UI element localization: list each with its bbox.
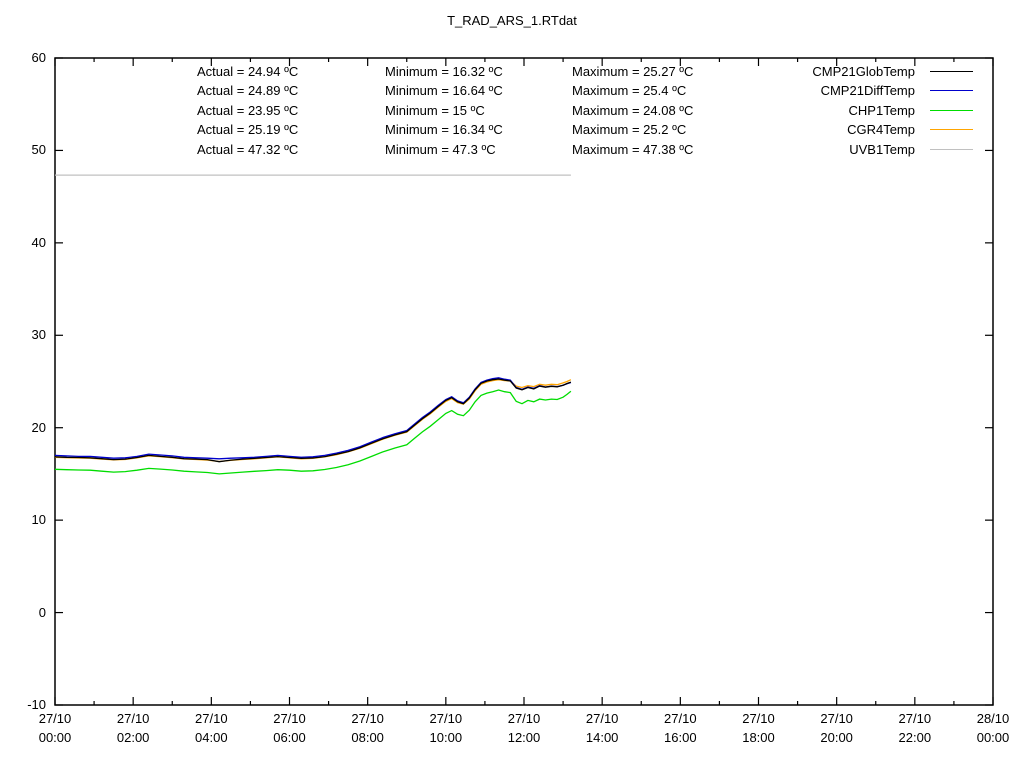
x-tick-label: 27/10 14:00: [562, 709, 642, 747]
stats-minimum: Minimum = 15 ºC: [385, 102, 485, 118]
stats-maximum: Maximum = 25.4 ºC: [572, 83, 687, 99]
x-tick-date: 27/10: [38, 711, 72, 726]
x-tick-label: 27/10 20:00: [797, 709, 877, 747]
stats-minimum: Minimum = 47.3 ºC: [385, 141, 496, 157]
series-CMP21GlobTemp: [54, 378, 572, 463]
x-tick-label: 27/10 00:00: [15, 709, 95, 747]
stats-maximum: Maximum = 25.2 ºC: [572, 122, 687, 138]
legend-label: CMP21GlobTemp: [812, 64, 915, 79]
legend: CMP21GlobTemp CMP21DiffTemp CHP1Temp CGR4Te…: [700, 62, 990, 162]
x-tick-label: 27/10 22:00: [875, 709, 955, 747]
y-tick-label: 60: [31, 50, 46, 65]
stats-row-CMP21DiffTemp: Actual = 24.89 ºC Minimum = 16.64 ºC Maxim…: [197, 81, 757, 100]
y-tick-label: 40: [31, 234, 46, 250]
x-tick-label: 27/10 12:00: [484, 709, 564, 747]
x-tick-time: 16:00: [664, 730, 697, 745]
stats-maximum: Maximum = 25.27 ºC: [572, 64, 694, 79]
stats-block: Actual = 24.94 ºC Minimum = 16.32 ºC Maxim…: [197, 62, 757, 162]
y-tick-label: 30: [31, 327, 46, 343]
x-tick-time: 02:00: [116, 730, 150, 745]
series-CMP21DiffTemp: [54, 377, 572, 460]
stats-row-CGR4Temp: Actual = 25.19 ºC Minimum = 16.34 ºC Maxim…: [197, 120, 757, 139]
legend-item-CGR4Temp: CGR4Temp: [700, 120, 990, 139]
x-tick-time: 22:00: [898, 730, 932, 745]
x-tick-time: 08:00: [351, 730, 384, 745]
stats-minimum: Minimum = 16.34 ºC: [385, 122, 503, 138]
series-CHP1Temp: [54, 389, 572, 475]
stats-row-CMP21GlobTemp: Actual = 24.94 ºC Minimum = 16.32 ºC Maxim…: [197, 62, 757, 81]
x-tick-time: 10:00: [429, 730, 463, 745]
stats-actual: Actual = 24.94 ºC: [197, 64, 299, 79]
x-tick-time: 20:00: [820, 730, 853, 745]
x-tick-label: 27/10 08:00: [328, 709, 408, 747]
legend-line-sample: [930, 90, 973, 92]
legend-line-sample: [930, 129, 973, 131]
y-tick-label: 0: [38, 604, 46, 620]
x-tick-date: 27/10: [742, 711, 775, 726]
x-tick-date: 27/10: [195, 711, 228, 726]
y-tick-label: 50: [31, 142, 46, 158]
y-tick-label: 10: [31, 512, 46, 528]
x-tick-label: 27/10 02:00: [93, 709, 173, 747]
x-tick-time: 00:00: [976, 730, 1010, 745]
stats-actual: Actual = 25.19 ºC: [197, 122, 299, 138]
legend-label: CMP21DiffTemp: [820, 83, 915, 99]
x-tick-time: 06:00: [273, 730, 306, 745]
chart-title: T_RAD_ARS_1.RTdat: [447, 13, 577, 28]
x-tick-date: 28/10: [976, 711, 1010, 726]
legend-line-sample: [930, 71, 973, 72]
legend-item-CHP1Temp: CHP1Temp: [700, 101, 990, 120]
legend-label: CGR4Temp: [847, 122, 915, 138]
x-tick-label: 27/10 06:00: [250, 709, 330, 747]
stats-actual: Actual = 24.89 ºC: [197, 83, 299, 99]
x-tick-time: 04:00: [195, 730, 228, 745]
stats-maximum: Maximum = 24.08 ºC: [572, 102, 694, 118]
x-tick-time: 12:00: [507, 730, 541, 745]
x-tick-label: 28/10 00:00: [953, 709, 1024, 747]
x-tick-time: 14:00: [585, 730, 619, 745]
legend-line-sample: [930, 109, 973, 111]
x-tick-date: 27/10: [898, 711, 932, 726]
x-tick-time: 18:00: [742, 730, 775, 745]
legend-label: CHP1Temp: [848, 102, 915, 118]
y-tick-label: 20: [31, 419, 46, 435]
legend-line-sample: [930, 148, 973, 150]
stats-minimum: Minimum = 16.32 ºC: [385, 64, 503, 79]
legend-label: UVB1Temp: [849, 141, 915, 157]
x-tick-date: 27/10: [664, 711, 697, 726]
x-tick-date: 27/10: [585, 711, 619, 726]
stats-actual: Actual = 23.95 ºC: [197, 102, 299, 118]
x-tick-label: 27/10 04:00: [171, 709, 251, 747]
x-tick-date: 27/10: [820, 711, 853, 726]
x-tick-time: 00:00: [38, 730, 72, 745]
legend-item-CMP21GlobTemp: CMP21GlobTemp: [700, 62, 990, 81]
legend-item-UVB1Temp: UVB1Temp: [700, 140, 990, 159]
stats-actual: Actual = 47.32 ºC: [197, 141, 299, 157]
x-tick-date: 27/10: [429, 711, 463, 726]
legend-item-CMP21DiffTemp: CMP21DiffTemp: [700, 81, 990, 100]
stats-maximum: Maximum = 47.38 ºC: [572, 141, 694, 157]
x-tick-label: 27/10 16:00: [640, 709, 720, 747]
x-tick-label: 27/10 18:00: [719, 709, 799, 747]
x-tick-date: 27/10: [351, 711, 384, 726]
stats-row-CHP1Temp: Actual = 23.95 ºC Minimum = 15 ºC Maximum …: [197, 101, 757, 120]
x-tick-date: 27/10: [273, 711, 306, 726]
x-tick-date: 27/10: [507, 711, 541, 726]
stats-row-UVB1Temp: Actual = 47.32 ºC Minimum = 47.3 ºC Maximu…: [197, 140, 757, 159]
x-tick-date: 27/10: [116, 711, 150, 726]
x-tick-label: 27/10 10:00: [406, 709, 486, 747]
y-tick-label: -10: [27, 697, 46, 712]
stats-minimum: Minimum = 16.64 ºC: [385, 83, 503, 99]
